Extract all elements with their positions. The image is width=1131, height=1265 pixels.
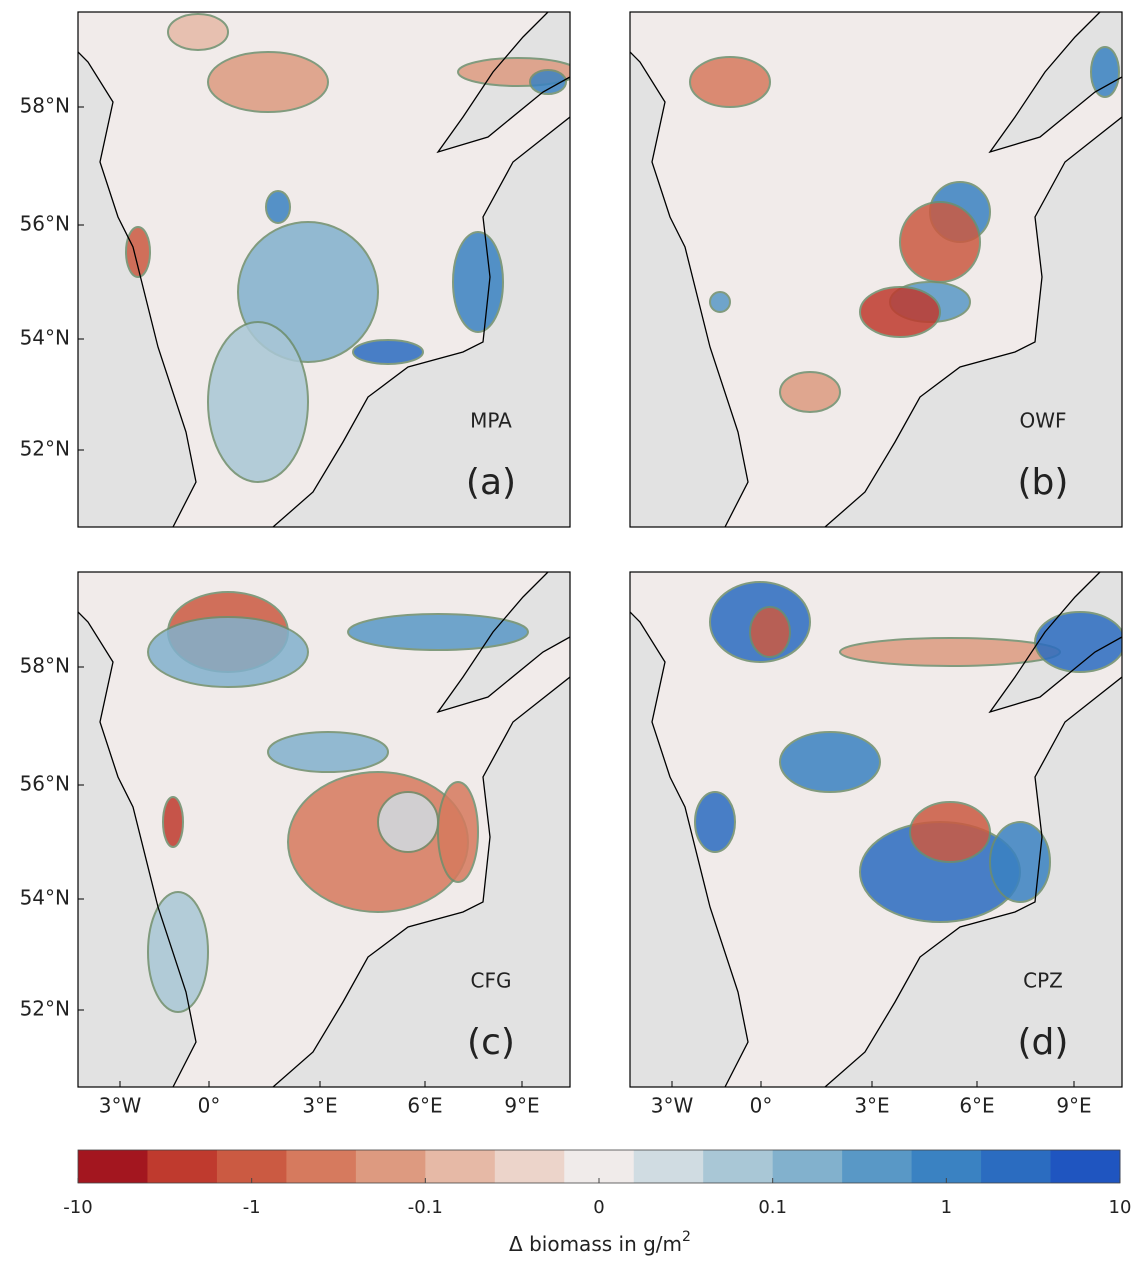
biomass-patch	[909, 801, 991, 863]
colorbar-swatch	[216, 1150, 287, 1183]
map-panel: CFG (c) 58°N 56°N 54°N 52°N 3°W 0° 3°E 6°E 9°E	[20, 571, 571, 1118]
colorbar-label: Δ biomass in g/m2	[509, 1229, 691, 1256]
y-tick-label: 56°N	[20, 772, 70, 796]
map-content	[78, 572, 570, 1087]
y-tick-label: 52°N	[20, 437, 70, 461]
x-tick-label: 3°E	[302, 1094, 337, 1118]
biomass-patch	[452, 231, 504, 333]
biomass-patch	[749, 606, 791, 658]
colorbar-tick-label: -1	[243, 1197, 261, 1218]
panel-letter: (d)	[1018, 1022, 1069, 1063]
biomass-patch	[352, 339, 424, 365]
colorbar-swatch	[564, 1150, 635, 1183]
coastline	[630, 572, 1122, 1087]
x-tick-label: 0°	[198, 1094, 221, 1118]
map-panel: OWF (b)	[629, 11, 1123, 528]
biomass-patch	[1090, 46, 1120, 98]
biomass-patch	[899, 201, 981, 283]
y-tick-label: 52°N	[20, 997, 70, 1021]
colorbar-tick-label: 0.1	[758, 1197, 787, 1218]
panel-letter: (b)	[1018, 462, 1069, 503]
panel-letter: (c)	[467, 1022, 515, 1063]
coastline	[78, 12, 570, 527]
colorbar-tick-label: -10	[63, 1197, 92, 1218]
biomass-patch	[839, 637, 1061, 667]
biomass-patch	[207, 51, 329, 113]
biomass-patch	[989, 821, 1051, 903]
colorbar-label-superscript: 2	[682, 1229, 691, 1245]
coastline	[78, 572, 570, 1087]
colorbar-swatch	[286, 1150, 357, 1183]
x-tick-label: 9°E	[1056, 1094, 1091, 1118]
x-tick-label: 0°	[750, 1094, 773, 1118]
x-tick-label: 9°E	[504, 1094, 539, 1118]
colorbar-swatch	[842, 1150, 913, 1183]
colorbar-swatch	[911, 1150, 982, 1183]
panel-frame	[77, 11, 571, 528]
biomass-patch	[147, 616, 309, 688]
colorbar-swatch	[494, 1150, 565, 1183]
x-tick-label: 3°W	[651, 1094, 694, 1118]
scenario-label: OWF	[1019, 409, 1066, 433]
map-panel: CPZ (d) 3°W 0° 3°E 6°E 9°E	[629, 571, 1123, 1118]
scenario-label: MPA	[470, 409, 512, 433]
colorbar-swatch	[78, 1150, 148, 1183]
sea	[630, 572, 1122, 1087]
panel-frame	[629, 11, 1123, 528]
biomass-patch	[779, 371, 841, 413]
biomass-patch	[437, 781, 479, 883]
map-content	[78, 12, 570, 527]
biomass-patch	[529, 69, 567, 95]
biomass-patch	[1034, 611, 1122, 673]
biomass-patch	[265, 190, 291, 224]
y-tick-label: 54°N	[20, 886, 70, 910]
biomass-patch	[347, 613, 529, 651]
x-tick-label: 3°E	[854, 1094, 889, 1118]
biomass-patch	[779, 731, 881, 793]
panel-letter: (a)	[466, 462, 516, 503]
map-content	[630, 572, 1122, 1087]
biomass-patch	[207, 321, 309, 483]
biomass-patch	[125, 226, 151, 278]
coastline	[630, 12, 1122, 527]
y-tick-label: 56°N	[20, 212, 70, 236]
colorbar-swatch	[633, 1150, 704, 1183]
colorbar-swatch	[703, 1150, 774, 1183]
y-tick-label: 58°N	[20, 94, 70, 118]
sea	[630, 12, 1122, 527]
biomass-patch	[167, 13, 229, 51]
colorbar-swatch	[355, 1150, 426, 1183]
colorbar-tick-label: 10	[1109, 1197, 1131, 1218]
biomass-patch	[162, 796, 184, 848]
x-tick-label: 6°E	[407, 1094, 442, 1118]
colorbar-tick-label: 1	[941, 1197, 952, 1218]
colorbar-swatch	[772, 1150, 843, 1183]
biomass-patch	[377, 791, 439, 853]
biomass-patch	[689, 56, 771, 108]
biomass-patch	[267, 731, 389, 773]
colorbar-tick-label: 0	[593, 1197, 604, 1218]
biomass-patch	[859, 286, 941, 338]
biomass-patch	[709, 291, 731, 313]
y-tick-label: 58°N	[20, 654, 70, 678]
biomass-patch	[694, 791, 736, 853]
colorbar-swatch	[1050, 1150, 1121, 1183]
map-panel: MPA (a) 58°N 56°N 54°N 52°N	[20, 11, 571, 528]
colorbar-swatch	[147, 1150, 218, 1183]
biomass-patch	[147, 891, 209, 1013]
map-content	[630, 12, 1122, 527]
scenario-label: CFG	[471, 969, 512, 993]
colorbar-label-text: Δ biomass in g/m	[509, 1232, 682, 1256]
x-tick-label: 3°W	[99, 1094, 142, 1118]
panel-frame	[629, 571, 1123, 1088]
y-tick-label: 54°N	[20, 326, 70, 350]
colorbar-swatch	[425, 1150, 496, 1183]
x-tick-label: 6°E	[959, 1094, 994, 1118]
scenario-label: CPZ	[1023, 969, 1063, 993]
panel-frame	[77, 571, 571, 1088]
colorbar-tick-label: -0.1	[408, 1197, 443, 1218]
colorbar-swatch	[981, 1150, 1052, 1183]
